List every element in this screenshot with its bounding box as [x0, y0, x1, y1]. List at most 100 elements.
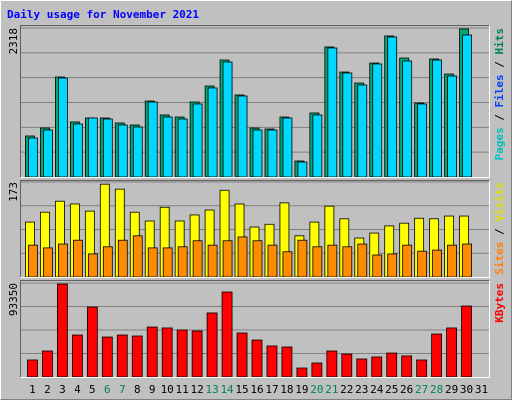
bar [432, 249, 443, 278]
bar [372, 254, 383, 278]
bar [102, 118, 113, 178]
bar [71, 334, 83, 378]
bar [372, 63, 383, 178]
bar [387, 36, 398, 178]
bar [401, 355, 413, 378]
panel-bevel-light [20, 180, 490, 278]
legend-entry: Files [493, 68, 506, 108]
x-tick-label: 10 [161, 383, 174, 396]
bar [58, 77, 68, 178]
bar [162, 247, 173, 278]
bar [42, 350, 53, 378]
x-tick-label: 15 [235, 383, 248, 396]
x-tick-label: 23 [355, 383, 368, 396]
bar [417, 250, 428, 278]
legend-entry: Sites [493, 235, 506, 275]
bar [312, 246, 323, 278]
bar [177, 246, 188, 278]
y-tick-label: 173 [7, 182, 20, 202]
legend-separator: / [493, 55, 506, 68]
x-tick-label: 19 [295, 383, 308, 396]
x-tick-label: 29 [445, 383, 458, 396]
bar [237, 236, 248, 278]
legend: Sites / Visits [493, 182, 506, 275]
bar [116, 334, 128, 378]
bar [357, 84, 368, 178]
bar [266, 345, 278, 378]
bar [252, 129, 263, 178]
chart-title: Daily usage for November 2021 [7, 8, 199, 21]
bar [27, 359, 38, 378]
bar [251, 339, 263, 378]
x-tick-label: 14 [220, 383, 234, 396]
x-tick-label: 5 [89, 383, 96, 396]
legend-entry: KBytes [493, 283, 506, 323]
bar [282, 117, 293, 178]
bar [132, 126, 143, 178]
bar [357, 243, 368, 278]
bar [342, 246, 353, 278]
y-tick-label: 93350 [7, 283, 20, 316]
x-tick-label: 22 [340, 383, 353, 396]
bar [192, 103, 203, 178]
x-tick-label: 7 [119, 383, 126, 396]
bar [341, 353, 353, 378]
bar [236, 332, 248, 378]
legend-entry: Hits [493, 28, 506, 55]
bar [101, 336, 113, 378]
bar [446, 327, 457, 378]
bar [207, 244, 218, 278]
x-tick-label: 27 [415, 383, 428, 396]
bar [447, 75, 457, 178]
bar [417, 103, 428, 178]
bar [297, 239, 308, 278]
bar [281, 346, 293, 378]
bar [72, 239, 83, 278]
bar [356, 358, 368, 378]
x-tick-label: 12 [191, 383, 204, 396]
x-tick-label: 1 [29, 383, 36, 396]
bar [222, 240, 233, 278]
legend-entry: Visits [493, 182, 506, 222]
x-tick-label: 24 [370, 383, 384, 396]
bar [416, 359, 428, 378]
bar [43, 129, 53, 178]
bar [462, 243, 472, 278]
x-tick-label: 17 [265, 383, 278, 396]
bar [117, 239, 128, 278]
bar [192, 240, 203, 278]
x-tick-label: 3 [59, 383, 66, 396]
bar [327, 244, 338, 278]
x-tick-label: 9 [149, 383, 156, 396]
bar [461, 305, 472, 378]
bar [447, 244, 457, 278]
bar [176, 329, 188, 378]
bar [161, 327, 173, 378]
bar [132, 235, 143, 278]
legend-separator: / [493, 222, 506, 235]
x-tick-label: 11 [176, 383, 189, 396]
bar [402, 244, 413, 278]
bar [342, 72, 353, 178]
bar [327, 47, 338, 178]
bar [177, 118, 188, 178]
x-tick-label: 31 [475, 383, 488, 396]
bar [371, 356, 383, 378]
panel-bevel-dark [20, 180, 490, 278]
x-tick-label: 30 [460, 383, 473, 396]
bar [102, 246, 113, 278]
x-tick-label: 20 [310, 383, 323, 396]
bar [28, 137, 38, 178]
bar [432, 59, 443, 178]
bar [57, 283, 68, 378]
bar [326, 350, 338, 378]
bar [86, 306, 98, 378]
bar [386, 352, 398, 378]
panel-bevel-light [20, 25, 490, 178]
y-tick-label: 2318 [7, 28, 20, 55]
x-tick-label: 26 [400, 383, 413, 396]
bar [191, 330, 203, 378]
bar [431, 333, 443, 378]
